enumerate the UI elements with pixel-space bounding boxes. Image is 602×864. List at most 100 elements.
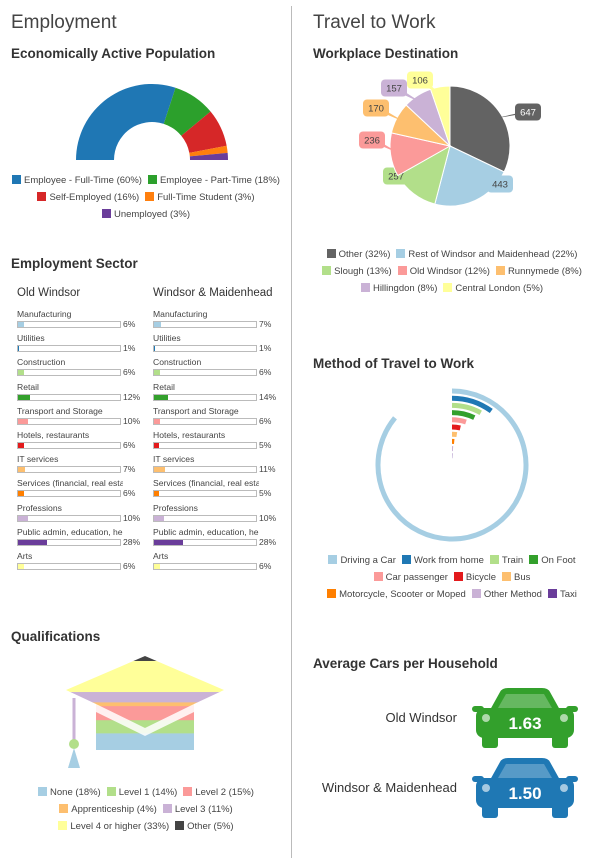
sector-value: 10% <box>123 415 141 426</box>
slice-employee-part-time <box>163 87 211 136</box>
cap-fold <box>96 704 194 736</box>
legend-item-bicycle: Bicycle <box>453 569 496 586</box>
legend-label: Level 4 or higher (33%) <box>70 821 170 832</box>
sector-row-it-services: IT services 11% <box>153 454 281 478</box>
sector-bar-track <box>153 321 257 328</box>
sector-bar-track <box>153 441 257 449</box>
sector-column-windsor-maidenhead: Windsor & Maidenhead Manufacturing 7% Utili… <box>153 287 281 575</box>
legend-label: None (18%) <box>50 787 101 798</box>
sector-label: Manufacturing <box>153 309 208 319</box>
label-box <box>359 131 385 149</box>
sector-bar <box>18 418 29 424</box>
label-box <box>515 103 541 121</box>
sector-bar <box>154 394 169 400</box>
qualifications-legend: None (18%) Level 1 (14%) Level 2 (15%) Appr… <box>4 784 288 835</box>
sector-bar-track <box>153 538 257 546</box>
sector-value: 6% <box>259 367 272 378</box>
cars-value: 1.63 <box>508 714 541 733</box>
cars-panel: Old Windsor 1.63 Windsor & Maidenhead 1.50 <box>302 680 602 850</box>
legend-swatch <box>401 555 411 564</box>
legend-swatch <box>373 572 383 581</box>
legend-swatch <box>489 555 499 564</box>
sector-bar-track <box>153 490 257 498</box>
method-of-travel-legend: Driving a Car Work from home Train On Foot C… <box>304 552 600 603</box>
sector-label: Services (financial, real estate.. <box>153 478 259 489</box>
workplace-destination-legend: Other (32%) Rest of Windsor and Maidenhea… <box>304 246 600 297</box>
legend-swatch <box>183 787 193 796</box>
cap-band-none <box>66 733 224 750</box>
legend-label: Level 3 (11%) <box>174 804 233 815</box>
legend-item-self-employed: Self-Employed (16%) <box>37 189 139 206</box>
legend-label: Car passenger <box>385 572 448 583</box>
legend-label: Unemployed (3%) <box>113 209 191 220</box>
legend-swatch <box>147 175 157 184</box>
slice-full-time-student <box>189 145 228 157</box>
legend-item-car-passenger: Car passenger <box>373 569 448 586</box>
label-box <box>487 175 513 193</box>
sector-row-utilities: Utilities 1% <box>17 333 145 357</box>
legend-item-apprenticeship: Apprenticeship (4%) <box>59 801 157 818</box>
sector-label: Public admin, education, health <box>17 526 123 537</box>
legend-item-driving-a-car: Driving a Car <box>328 552 396 569</box>
sector-series-title: Old Windsor <box>17 287 81 299</box>
legend-label: Central London (5%) <box>455 283 544 294</box>
travel-title: Travel to Work <box>313 12 436 33</box>
legend-swatch <box>175 821 185 830</box>
sector-bar <box>18 467 26 473</box>
legend-label: Self-Employed (16%) <box>49 192 140 203</box>
sector-bar-track <box>153 417 257 425</box>
sector-bar-track <box>17 321 121 328</box>
legend-swatch <box>471 589 481 598</box>
sector-bar-track <box>17 369 121 377</box>
sector-row-utilities: Utilities 1% <box>153 333 281 357</box>
legend-swatch <box>12 175 22 184</box>
legend-swatch <box>58 821 68 830</box>
sector-value: 7% <box>123 464 136 475</box>
legend-swatch <box>443 283 453 292</box>
sector-label: Services (financial, real estate.. <box>17 478 123 489</box>
legend-item-level-1: Level 1 (14%) <box>106 784 177 801</box>
legend-label: Runnymede (8%) <box>507 266 582 277</box>
legend-item-central-london: Central London (5%) <box>443 280 543 297</box>
sector-label: Utilities <box>17 333 45 344</box>
legend-label: Rest of Windsor and Maidenhead (22%) <box>408 249 578 260</box>
sector-bar <box>18 394 31 400</box>
sector-bar-track <box>17 393 121 401</box>
legend-item-motorcycle-scooter-or-moped: Motorcycle, Scooter or Moped <box>327 586 466 603</box>
sector-bar <box>154 467 166 473</box>
legend-item-rest-of-windsor-and-maidenhead: Rest of Windsor and Maidenhead (22%) <box>396 246 577 263</box>
legend-swatch <box>145 192 155 201</box>
slice-value-label: 157 <box>386 84 402 95</box>
sector-row-public-admin-education-health: Public admin, education, health28% <box>17 527 145 551</box>
legend-item-old-windsor: Old Windsor (12%) <box>397 263 490 280</box>
sector-bar <box>154 346 156 352</box>
sector-value: 6% <box>259 415 272 426</box>
legend-item-none: None (18%) <box>38 784 101 801</box>
sector-value: 7% <box>259 319 272 329</box>
sector-row-retail: Retail 14% <box>153 382 281 406</box>
sector-row-construction: Construction 6% <box>17 357 145 381</box>
sector-row-hotels-restaurants: Hotels, restaurants 5% <box>153 430 281 454</box>
sector-value: 12% <box>123 391 141 402</box>
slice-value-label: 106 <box>412 76 428 87</box>
legend-item-level-4-or-higher: Level 4 or higher (33%) <box>58 818 169 835</box>
sector-value: 5% <box>259 439 272 450</box>
legend-item-taxi: Taxi <box>547 586 577 603</box>
sector-label: Arts <box>153 550 169 561</box>
legend-label: Driving a Car <box>340 555 396 566</box>
sector-label: Hotels, restaurants <box>153 429 226 440</box>
cap-band-level-3 <box>66 691 224 703</box>
legend-swatch <box>495 266 505 275</box>
cap-band-level-1 <box>66 719 224 734</box>
cars-area-label: Windsor & Maidenhead <box>321 780 457 795</box>
sector-value: 28% <box>123 536 141 547</box>
slice-value-label: 236 <box>364 136 380 147</box>
method-of-travel-chart <box>375 388 529 542</box>
legend-swatch <box>326 249 336 258</box>
active-population-legend: Employee - Full-Time (60%) Employee - Par… <box>4 172 288 223</box>
radial-bar-car-passenger <box>451 417 467 425</box>
sector-row-public-admin-education-health: Public admin, education, health28% <box>153 527 281 551</box>
cars-title: Average Cars per Household <box>313 656 498 671</box>
sector-label: Professions <box>17 502 62 513</box>
legend-item-employee-full-time: Employee - Full-Time (60%) <box>12 172 142 189</box>
